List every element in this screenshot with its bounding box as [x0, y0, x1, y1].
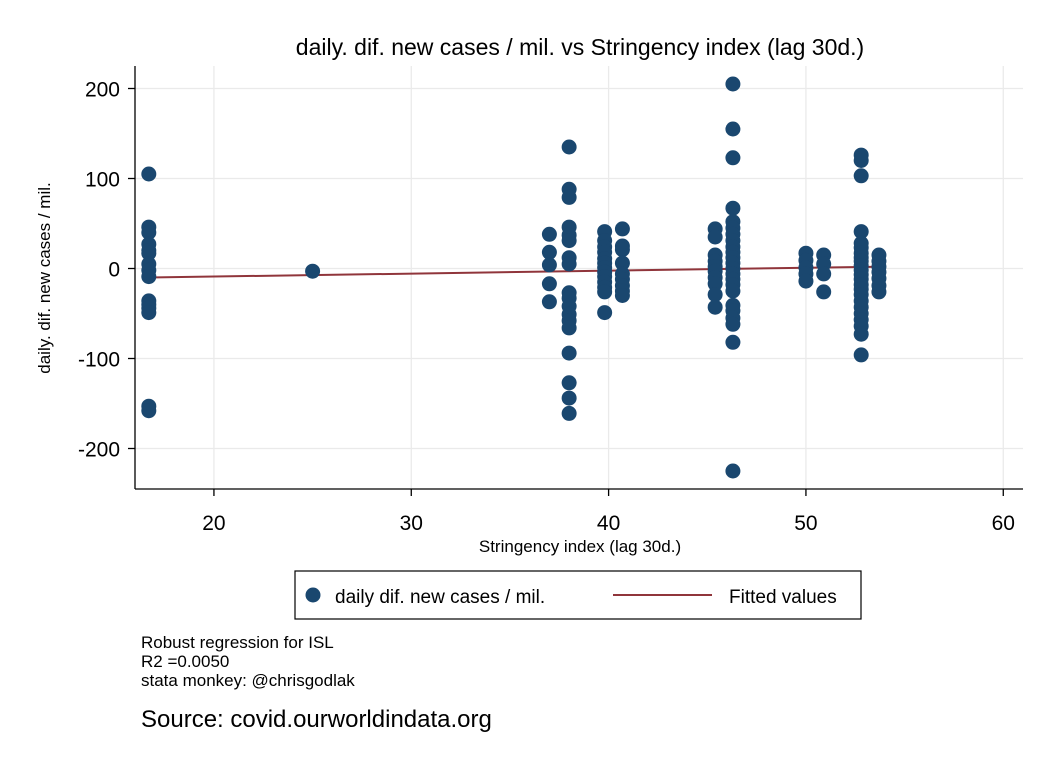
data-point — [597, 305, 613, 321]
data-point — [725, 463, 741, 479]
data-point — [561, 320, 577, 336]
data-point — [614, 255, 630, 271]
legend-box — [294, 570, 862, 620]
data-point — [725, 76, 741, 92]
fitted-values-line — [148, 265, 879, 279]
data-point — [871, 284, 887, 300]
data-point — [725, 150, 741, 166]
data-point — [561, 390, 577, 406]
legend-marker-scatter — [305, 587, 321, 603]
y-tick-label: 200 — [85, 79, 120, 102]
data-point — [725, 283, 741, 299]
data-point — [141, 269, 157, 285]
data-point — [853, 153, 869, 168]
data-point — [561, 375, 577, 391]
data-point — [305, 263, 321, 279]
legend: daily dif. new cases / mil. Fitted value… — [294, 570, 862, 620]
x-axis-label: Stringency index (lag 30d.) — [479, 537, 681, 556]
x-tick-label: 60 — [992, 512, 1015, 535]
data-point — [541, 257, 557, 273]
data-point — [561, 189, 577, 205]
data-point — [541, 276, 557, 292]
y-tick-label: 0 — [108, 259, 120, 282]
data-point — [725, 200, 741, 216]
data-point — [853, 224, 869, 240]
data-point — [541, 244, 557, 260]
data-point — [816, 266, 832, 282]
x-tick-label: 50 — [794, 512, 817, 535]
data-point — [853, 168, 869, 184]
chart-notes: Robust regression for ISL R2 =0.0050 sta… — [141, 633, 355, 690]
data-point — [725, 334, 741, 350]
x-tick-label: 30 — [400, 512, 423, 535]
data-point — [541, 226, 557, 242]
data-point — [141, 403, 157, 419]
data-point — [561, 256, 577, 272]
data-point — [597, 284, 613, 300]
legend-label-scatter: daily dif. new cases / mil. — [335, 587, 545, 608]
data-point — [614, 288, 630, 303]
y-tick-label: -100 — [78, 349, 120, 372]
data-point — [141, 166, 157, 182]
x-tick-label: 20 — [202, 512, 225, 535]
note-r2: R2 =0.0050 — [141, 652, 230, 671]
data-point — [141, 225, 157, 240]
y-tick-label: -200 — [78, 439, 120, 462]
data-point — [816, 284, 832, 300]
data-point — [561, 405, 577, 421]
legend-label-fitted: Fitted values — [729, 587, 837, 608]
data-point — [707, 276, 723, 292]
data-point — [725, 316, 741, 332]
data-point — [707, 299, 723, 315]
grid — [135, 66, 1023, 489]
data-point — [853, 347, 869, 363]
data-point — [141, 245, 157, 261]
data-point — [561, 139, 577, 155]
data-point — [141, 305, 157, 321]
note-credit: stata monkey: @chrisgodlak — [141, 671, 355, 690]
scatter-points-layer — [141, 76, 887, 479]
fitted-line-layer — [148, 265, 879, 279]
chart-title: daily. dif. new cases / mil. vs Stringen… — [296, 34, 864, 60]
data-point — [725, 121, 741, 137]
note-method: Robust regression for ISL — [141, 633, 334, 652]
data-point — [707, 229, 723, 245]
axes: 200 100 0 -100 -200 20 30 40 50 60 — [78, 66, 1023, 535]
data-point — [541, 294, 557, 310]
y-tick-label: 100 — [85, 169, 120, 192]
data-point — [561, 233, 577, 249]
source-note: Source: covid.ourworldindata.org — [141, 706, 492, 733]
data-point — [561, 345, 577, 361]
data-point — [707, 287, 723, 303]
data-point — [853, 326, 869, 342]
data-point — [798, 273, 814, 289]
x-tick-label: 40 — [597, 512, 620, 535]
data-point — [614, 221, 630, 237]
data-point — [614, 242, 630, 258]
y-axis-label: daily. dif. new cases / mil. — [35, 182, 54, 373]
